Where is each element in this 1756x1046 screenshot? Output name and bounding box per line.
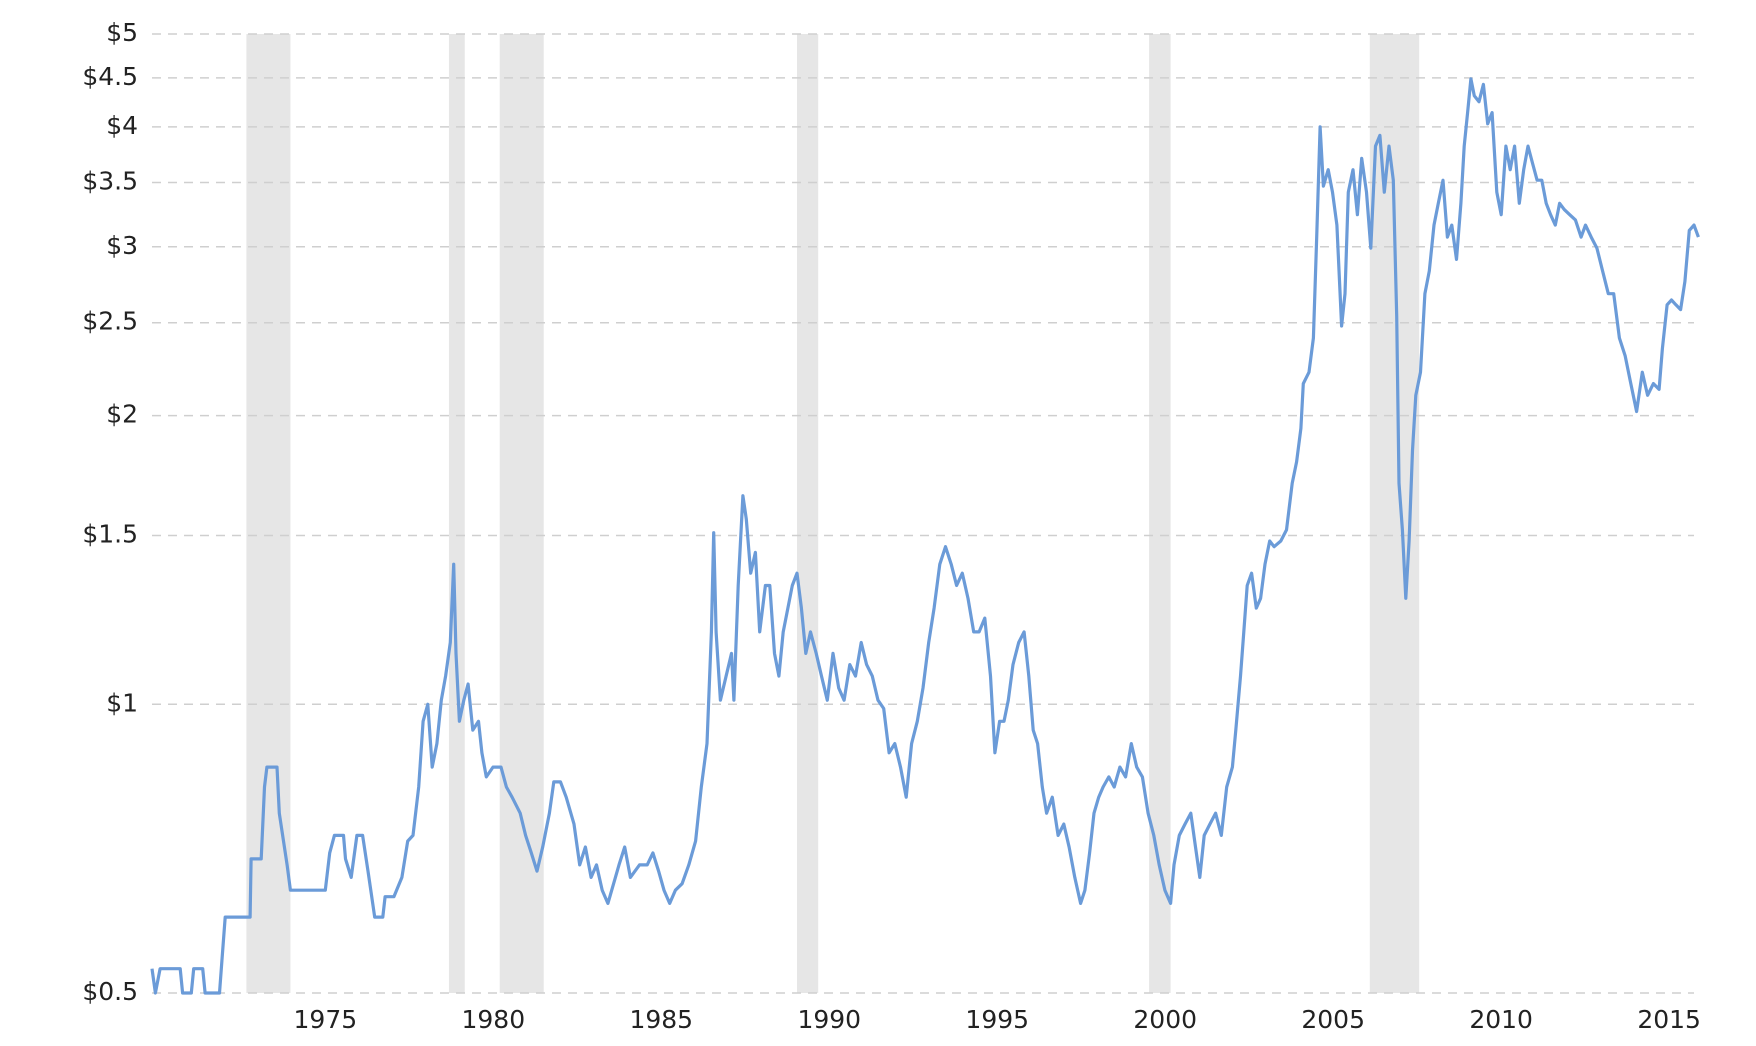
y-tick-label: $4.5 [82,62,138,91]
y-tick-label: $1 [106,688,138,717]
x-tick-label: 2000 [1133,1005,1197,1034]
y-tick-label: $1.5 [82,519,138,548]
x-tick-label: 1990 [797,1005,861,1034]
recession-band [797,34,819,993]
recession-band [1149,34,1171,993]
recession-band [448,34,465,993]
axis-labels: $0.5 $1 $1.5 $2 $2.5 $3 $3.5 $4 $4.5 $5 1975 1980 19… [82,18,1701,1034]
price-line [150,77,1700,995]
y-tick-label: $2 [106,400,138,429]
y-tick-label: $2.5 [82,307,138,336]
x-tick-label: 2005 [1301,1005,1365,1034]
recession-shading [246,34,1420,993]
x-tick-label: 2015 [1637,1005,1701,1034]
x-tick-label: 2010 [1469,1005,1533,1034]
x-tick-label: 1980 [462,1005,526,1034]
y-tick-label: $0.5 [82,977,138,1006]
y-tick-label: $3 [106,231,138,260]
x-tick-label: 1995 [965,1005,1029,1034]
recession-band [499,34,544,993]
y-tick-label: $4 [106,111,138,140]
y-tick-label: $5 [106,18,138,47]
y-tick-label: $3.5 [82,167,138,196]
plot-area [150,77,1700,995]
x-tick-label: 1985 [629,1005,693,1034]
grid [152,33,1694,994]
x-tick-label: 1975 [294,1005,358,1034]
